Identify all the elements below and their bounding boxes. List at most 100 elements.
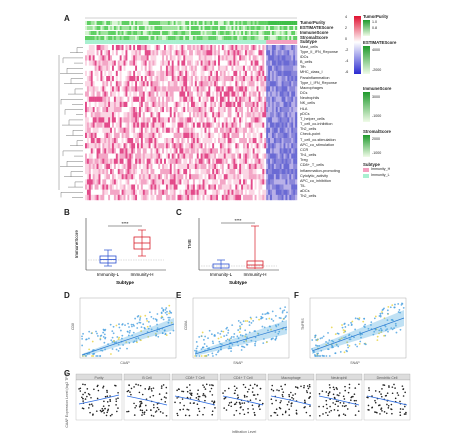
heat-cell: [225, 127, 228, 134]
heat-cell: [160, 153, 163, 159]
heat-cell: [154, 148, 157, 154]
heat-cell: [187, 184, 190, 190]
heat-cell: [154, 179, 157, 185]
facet-point: [288, 408, 290, 411]
scatter-point: [230, 335, 233, 338]
facet-point: [189, 389, 191, 392]
heat-cell: [110, 81, 113, 87]
heat-cell: [241, 189, 244, 196]
facet-point: [303, 399, 306, 402]
heat-cell: [285, 132, 288, 139]
heat-cell: [138, 132, 142, 139]
scatter-point: [395, 324, 397, 327]
heat-cell: [108, 179, 111, 185]
track-cell: [287, 36, 290, 40]
heat-cell: [140, 101, 144, 108]
heat-cell: [121, 101, 124, 108]
heat-cell: [167, 148, 171, 154]
track-cell: [239, 40, 242, 44]
heat-cell: [260, 153, 263, 159]
scatter-point: [267, 329, 269, 332]
scatter-point: [240, 349, 243, 351]
heat-cell: [137, 143, 140, 149]
heat-cell: [187, 148, 190, 154]
heat-cell: [227, 189, 230, 196]
heat-cell: [98, 91, 101, 97]
heat-cell: [150, 158, 153, 165]
heat-cell: [167, 50, 171, 56]
facet-point: [343, 405, 346, 408]
heat-cell: [144, 55, 147, 61]
heat-cell: [241, 127, 244, 134]
heat-cell: [221, 184, 225, 190]
heat-cell: [169, 81, 172, 87]
heat-cell: [258, 158, 261, 165]
heat-cell: [115, 148, 119, 154]
heat-cell: [244, 60, 248, 66]
track-cell: [223, 40, 226, 44]
heat-cell: [248, 194, 251, 201]
heat-cell: [227, 194, 230, 201]
heat-cell: [135, 132, 138, 139]
heat-cell: [189, 45, 192, 51]
track-cell: [241, 40, 244, 44]
heat-cell: [158, 132, 161, 139]
heat-cell: [223, 163, 226, 170]
heat-cell: [148, 117, 151, 123]
scatter-point: [399, 328, 402, 331]
scatter-point: [99, 338, 102, 341]
heat-cell: [279, 174, 282, 180]
heat-cell: [200, 122, 203, 128]
heat-cell: [293, 174, 296, 180]
heat-cell: [102, 143, 105, 149]
track-cell: [131, 26, 134, 30]
heat-cell: [208, 174, 211, 180]
track-cell: [246, 26, 250, 30]
track-cell: [206, 21, 209, 25]
heat-cell: [216, 50, 219, 56]
heat-cell: [216, 143, 219, 149]
heat-cell: [88, 96, 92, 103]
heat-cell: [208, 96, 211, 103]
heat-cell: [129, 70, 132, 77]
scatter-point: [373, 317, 376, 320]
scatter-point: [207, 337, 209, 340]
scatter-point: [162, 318, 165, 321]
scatter-point: [81, 337, 84, 340]
heat-cell: [223, 112, 226, 118]
facet-point: [154, 411, 157, 413]
heat-cell: [250, 184, 253, 190]
main-tick: -6: [345, 70, 349, 74]
scatter-point: [345, 349, 348, 352]
track-cell: [129, 21, 132, 25]
heat-cell: [125, 117, 128, 123]
track-cell: [181, 36, 184, 40]
heat-cell: [144, 45, 147, 51]
heat-cell: [162, 86, 165, 92]
heat-cell: [210, 81, 213, 87]
heat-cell: [227, 143, 230, 149]
heat-cell: [225, 76, 228, 82]
heat-cell: [85, 163, 88, 170]
heat-cell: [196, 122, 199, 128]
facet-point: [295, 409, 298, 412]
heat-cell: [198, 143, 201, 149]
heat-cell: [181, 143, 184, 149]
panel-letter-a: A: [64, 14, 70, 23]
heat-cell: [204, 96, 207, 103]
heat-cell: [287, 107, 290, 113]
heat-cell: [140, 127, 144, 134]
track-label-subtype: Subtype: [300, 39, 317, 44]
f-ylabel: TNFRS: [301, 318, 305, 330]
heat-cell: [216, 138, 219, 144]
heat-cell: [167, 153, 171, 159]
heat-cell: [254, 194, 257, 201]
heat-cell: [262, 101, 265, 108]
heat-cell: [192, 50, 196, 56]
heat-cell: [162, 55, 165, 61]
heat-cell: [198, 158, 201, 165]
heat-cell: [129, 143, 132, 149]
heat-cell: [115, 184, 119, 190]
track-cell: [167, 26, 170, 30]
heat-cell: [158, 107, 161, 113]
